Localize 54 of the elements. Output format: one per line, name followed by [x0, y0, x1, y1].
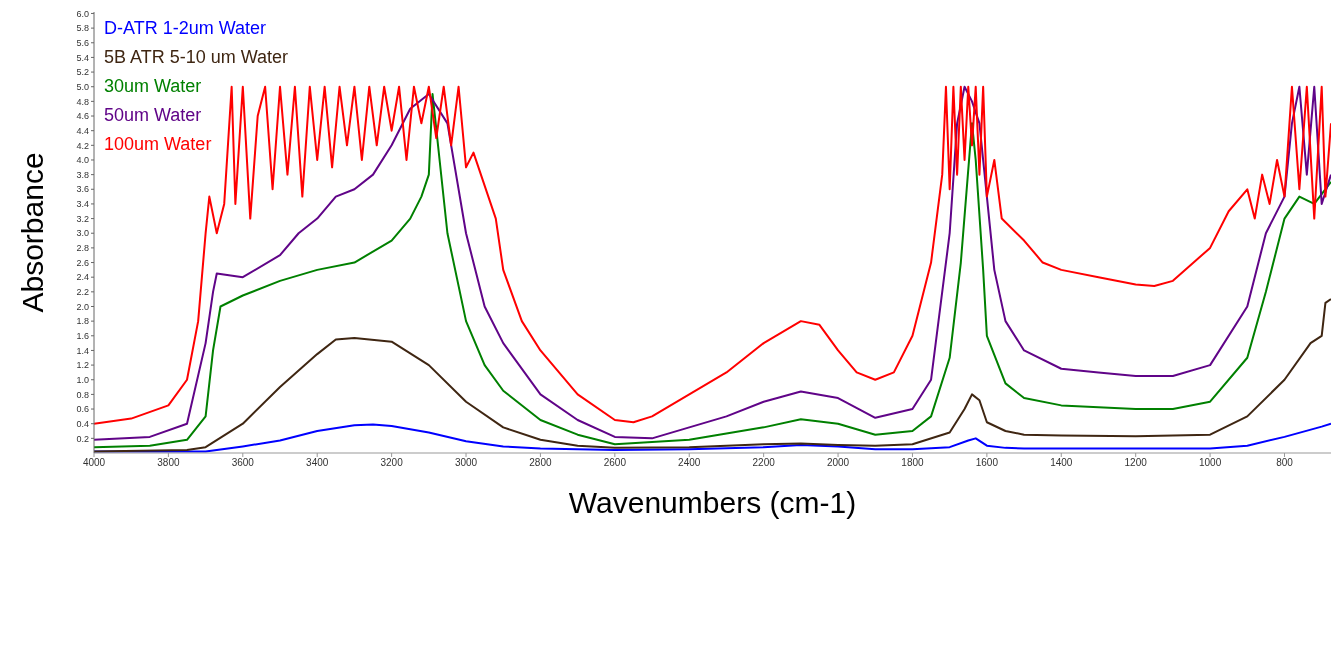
- y-tick-label: 4.8: [76, 96, 89, 107]
- y-tick-label: 3.4: [76, 199, 89, 210]
- y-axis-title: Absorbance: [15, 152, 49, 313]
- y-tick-label: 0.8: [76, 389, 89, 400]
- y-tick-label: 0.4: [76, 418, 89, 429]
- y-tick-label: 2.6: [76, 257, 89, 268]
- x-tick-label: 3400: [306, 457, 329, 469]
- x-tick-label: 800: [1276, 457, 1294, 469]
- y-tick-label: 5.8: [76, 23, 89, 34]
- x-tick-label: 3600: [231, 457, 255, 469]
- y-tick-label: 4.6: [76, 111, 89, 122]
- y-tick-label: 3.0: [76, 228, 89, 239]
- y-tick-label: 4.4: [76, 125, 89, 136]
- x-tick-label: 1000: [1198, 457, 1222, 469]
- x-tick-label: 1200: [1124, 457, 1148, 469]
- x-tick-label: 4000: [82, 457, 106, 469]
- y-tick-label: 6.0: [76, 8, 89, 19]
- x-tick-label: 3200: [380, 457, 404, 469]
- x-tick-label: 3000: [454, 457, 478, 469]
- text: 30um Water: [104, 75, 203, 98]
- y-tick-label: 0.6: [76, 404, 89, 415]
- x-tick-label: 2600: [603, 457, 627, 469]
- x-tick-label: 1800: [901, 457, 925, 469]
- y-tick-label: 3.6: [76, 184, 89, 195]
- x-tick-label: 1600: [975, 457, 999, 469]
- y-tick-label: 1.2: [76, 360, 89, 371]
- y-tick-label: 3.2: [76, 213, 89, 224]
- x-tick-label: 3800: [157, 457, 180, 469]
- y-tick-label: 4.0: [76, 155, 89, 166]
- text: 5B ATR 5-10 um Water: [104, 46, 289, 69]
- text: 50um Water: [104, 104, 203, 127]
- y-tick-label: 1.0: [76, 374, 89, 385]
- text: D-ATR 1-2um Water: [104, 17, 268, 40]
- y-tick-label: 5.0: [76, 81, 89, 92]
- y-tick-label: 5.6: [76, 37, 89, 48]
- y-tick-label: 1.6: [76, 330, 89, 341]
- y-tick-label: 1.4: [76, 345, 89, 356]
- x-tick-label: 2000: [826, 457, 850, 469]
- x-axis-title: Wavenumbers (cm-1): [568, 486, 857, 519]
- y-tick-label: 2.4: [76, 272, 89, 283]
- y-tick-label: 3.8: [76, 169, 89, 180]
- y-tick-label: 4.2: [76, 140, 89, 151]
- series-label: 100um Water: [104, 133, 213, 156]
- y-tick-label: 2.2: [76, 287, 89, 298]
- y-tick-label: 2.8: [76, 243, 89, 254]
- y-tick-label: 0.2: [76, 433, 89, 444]
- y-tick-label: 5.2: [76, 67, 89, 78]
- x-tick-label: 1400: [1050, 457, 1073, 469]
- y-tick-label: 2.0: [76, 301, 89, 312]
- y-tick-label: 5.4: [76, 52, 89, 63]
- x-tick-label: 2400: [678, 457, 701, 469]
- x-tick-label: 2800: [529, 457, 552, 469]
- y-tick-label: 1.8: [76, 316, 89, 327]
- x-tick-label: 2200: [752, 457, 776, 469]
